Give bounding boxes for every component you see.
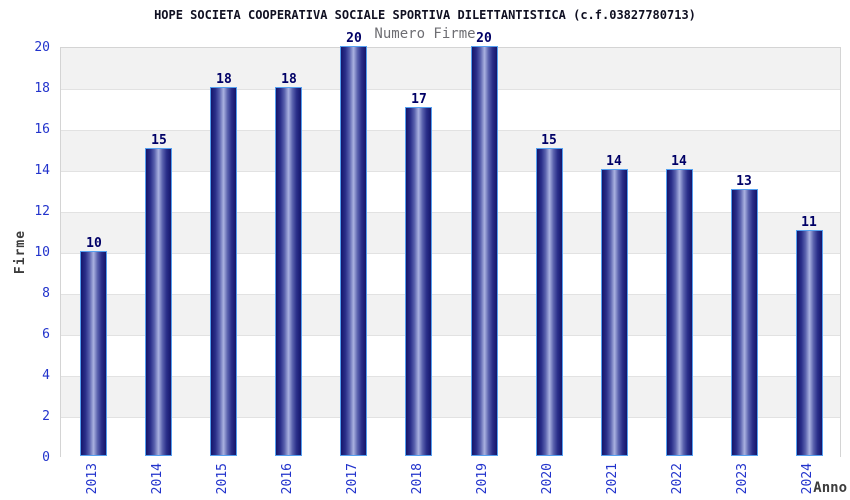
- gridline: [61, 212, 840, 213]
- x-tick-label-2016: 2016: [280, 463, 295, 495]
- bar-value-label: 20: [346, 31, 362, 46]
- y-tick-label: 0: [42, 450, 50, 465]
- bar-value-label: 15: [151, 133, 167, 148]
- bar-2018: [405, 107, 432, 456]
- gridline: [61, 89, 840, 90]
- x-tick-label-2014: 2014: [150, 463, 165, 495]
- y-tick-label: 4: [42, 368, 50, 383]
- bar-2021: [601, 169, 628, 456]
- x-tick-label-2013: 2013: [85, 463, 100, 495]
- x-tick-label-2015: 2015: [215, 463, 230, 495]
- plot-band: [61, 212, 840, 253]
- bar-2024: [796, 230, 823, 456]
- plot-band: [61, 335, 840, 376]
- plot-band: [61, 130, 840, 171]
- bar-value-label: 11: [801, 215, 817, 230]
- x-tick-label-2023: 2023: [735, 463, 750, 495]
- y-tick-label: 12: [34, 204, 50, 219]
- gridline: [61, 335, 840, 336]
- gridline: [61, 417, 840, 418]
- plot-band: [61, 376, 840, 417]
- bar-2019: [471, 46, 498, 456]
- bar-2022: [666, 169, 693, 456]
- bar-value-label: 14: [606, 154, 622, 169]
- bar-2020: [536, 148, 563, 456]
- gridline: [61, 253, 840, 254]
- gridline: [61, 171, 840, 172]
- plot-band: [61, 171, 840, 212]
- bar-value-label: 13: [736, 174, 752, 189]
- bar-value-label: 20: [476, 31, 492, 46]
- y-tick-label: 18: [34, 81, 50, 96]
- bar-value-label: 17: [411, 92, 427, 107]
- bar-value-label: 15: [541, 133, 557, 148]
- bar-value-label: 14: [671, 154, 687, 169]
- bar-2016: [275, 87, 302, 456]
- chart-title: HOPE SOCIETA COOPERATIVA SOCIALE SPORTIV…: [154, 8, 696, 22]
- y-tick-label: 14: [34, 163, 50, 178]
- bar-2015: [210, 87, 237, 456]
- plot-area: 10 15 18 18 20 17 20 15 14 14 13 11: [60, 31, 841, 458]
- x-axis-label: Anno: [813, 480, 847, 496]
- y-tick-label: 16: [34, 122, 50, 137]
- plot-band: [61, 294, 840, 335]
- gridline: [61, 294, 840, 295]
- y-tick-label: 8: [42, 286, 50, 301]
- x-tick-label-2020: 2020: [540, 463, 555, 495]
- gridline: [61, 130, 840, 131]
- x-tick-label-2021: 2021: [605, 463, 620, 495]
- bar-2017: [340, 46, 367, 456]
- bar-2013: [80, 251, 107, 456]
- bar-2014: [145, 148, 172, 456]
- bar-value-label: 18: [281, 72, 297, 87]
- x-tick-label-2022: 2022: [670, 463, 685, 495]
- plot-band: [61, 253, 840, 294]
- y-tick-label: 10: [34, 245, 50, 260]
- bar-value-label: 18: [216, 72, 232, 87]
- plot-band: [61, 89, 840, 130]
- gridline: [61, 376, 840, 377]
- chart-subtitle: Numero Firme: [374, 26, 476, 42]
- x-tick-label-2018: 2018: [410, 463, 425, 495]
- y-tick-label: 6: [42, 327, 50, 342]
- bar-2023: [731, 189, 758, 456]
- y-tick-label: 2: [42, 409, 50, 424]
- plot-band: [61, 48, 840, 89]
- x-tick-label-2019: 2019: [475, 463, 490, 495]
- bar-value-label: 10: [86, 236, 102, 251]
- x-tick-label-2017: 2017: [345, 463, 360, 495]
- y-tick-label: 20: [34, 40, 50, 55]
- plot-band: [61, 417, 840, 458]
